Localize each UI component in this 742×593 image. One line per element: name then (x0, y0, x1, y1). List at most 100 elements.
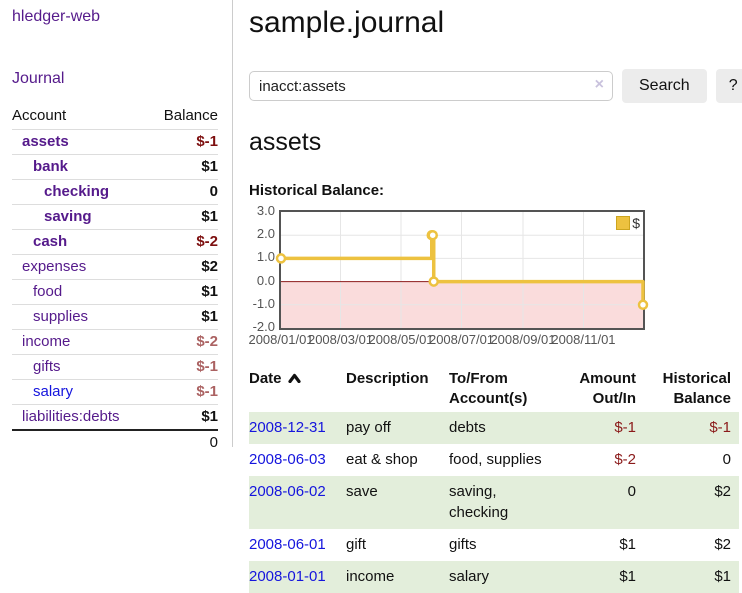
search-button[interactable]: Search (622, 69, 707, 103)
search-input[interactable] (249, 71, 613, 101)
data-point-marker (637, 299, 649, 311)
account-link[interactable]: checking (44, 183, 110, 200)
account-row: expenses $2 (12, 254, 218, 280)
transaction-amount: $-1 (614, 419, 636, 436)
data-point-marker (427, 229, 438, 241)
account-balance: $1 (201, 158, 218, 175)
transaction-date-link[interactable]: 2008-06-02 (249, 482, 326, 500)
account-row: supplies $1 (12, 304, 218, 330)
transaction-date-link[interactable]: 2008-06-03 (249, 450, 326, 468)
account-balance: $1 (201, 408, 218, 425)
transaction-accounts: debts (449, 419, 486, 436)
transaction-amount: $-2 (614, 450, 636, 468)
transaction-date-link[interactable]: 2008-12-31 (249, 419, 326, 436)
x-axis-tick-label: 2008/11/01 (551, 332, 616, 347)
y-axis-tick-label: 0.0 (256, 272, 275, 288)
sidebar-item-journal[interactable]: Journal (12, 70, 65, 87)
accounts-total-row: 0 (12, 429, 218, 455)
account-balance: $2 (201, 258, 218, 275)
transaction-description: save (346, 482, 378, 500)
account-row: gifts $-1 (12, 354, 218, 380)
account-link[interactable]: assets (22, 133, 69, 150)
transaction-accounts: salary (449, 567, 490, 585)
transaction-balance: $-1 (709, 419, 731, 436)
account-link[interactable]: expenses (22, 258, 87, 275)
x-axis-tick-label: 2008/03/01 (307, 332, 374, 347)
account-balance: $1 (201, 283, 218, 300)
transaction-description: income (346, 567, 395, 585)
transaction-balance: $1 (714, 567, 731, 585)
transaction-description: eat & shop (346, 450, 418, 468)
sort-ascending-icon (287, 373, 301, 384)
account-row: checking 0 (12, 179, 218, 205)
transaction-date-link[interactable]: 2008-01-01 (249, 567, 326, 585)
y-axis-tick-label: -2.0 (252, 319, 275, 334)
page-title: sample.journal (249, 6, 445, 39)
register-header-balance: Historical Balance (662, 370, 731, 407)
register-header-date[interactable]: Date (249, 367, 346, 412)
transaction-row: 2008-01-01 income salary $1 $1 (249, 560, 739, 593)
account-title: assets (249, 128, 322, 156)
account-row: assets $-1 (12, 129, 218, 155)
register-header-accounts: To/From Account(s) (449, 370, 528, 407)
register-header-amount: Amount Out/In (579, 370, 636, 407)
account-row: saving $1 (12, 204, 218, 230)
transaction-balance: 0 (722, 450, 731, 468)
accounts-table: Account Balance assets $-1 bank $1 checking 0… (12, 103, 218, 455)
transaction-balance: $2 (714, 482, 731, 500)
account-link[interactable]: supplies (33, 308, 89, 325)
transaction-amount: 0 (627, 482, 636, 500)
account-link[interactable]: salary (33, 383, 74, 400)
transaction-row: 2008-12-31 pay off debts $-1 $-1 (249, 412, 739, 444)
x-axis-tick-label: 2008/09/01 (490, 332, 556, 347)
account-balance: $-1 (196, 358, 218, 375)
accounts-header-account: Account (12, 107, 67, 124)
account-balance: 0 (209, 183, 218, 200)
account-link[interactable]: food (33, 283, 63, 300)
help-button[interactable]: ? (715, 69, 742, 103)
y-axis-tick-label: 2.0 (256, 226, 275, 242)
main-content: sample.journal × Search ? assets Histori… (233, 0, 742, 593)
y-axis-tick-label: 3.0 (256, 203, 275, 218)
x-axis-tick-label: 2008/07/01 (428, 332, 495, 347)
y-axis-tick-label: -1.0 (252, 295, 275, 311)
y-axis-tick-label: 1.0 (256, 249, 275, 265)
account-link[interactable]: liabilities:debts (22, 408, 120, 425)
data-point-marker (275, 253, 287, 264)
x-axis-tick-label: 2008/05/01 (368, 332, 434, 347)
account-row: liabilities:debts $1 (12, 404, 218, 430)
historical-balance-chart: $ 3.0 2.0 1.0 0.0 -1.0 -2.0 2008/01/01 2008/03/… (248, 203, 742, 350)
accounts-header-balance: Balance (163, 107, 218, 124)
account-link[interactable]: saving (44, 208, 92, 225)
transaction-amount: $1 (619, 567, 636, 585)
register-table: Date Description To/From Account(s) Amou… (249, 367, 739, 593)
transaction-date-link[interactable]: 2008-06-01 (249, 536, 326, 553)
transaction-balance: $2 (714, 536, 731, 553)
register-header-description: Description (346, 370, 429, 387)
account-row: food $1 (12, 279, 218, 305)
brand-link[interactable]: hledger-web (12, 8, 101, 25)
transaction-row: 2008-06-02 save saving, checking 0 $2 (249, 475, 739, 529)
x-axis-tick-label: 2008/01/01 (248, 332, 314, 347)
account-link[interactable]: gifts (33, 358, 61, 375)
account-row: cash $-2 (12, 229, 218, 255)
transaction-amount: $1 (619, 536, 636, 553)
transaction-accounts: saving, checking (449, 482, 509, 522)
account-link[interactable]: bank (33, 158, 69, 175)
account-balance: $1 (201, 308, 218, 325)
data-point-marker (428, 276, 439, 287)
account-balance: $-1 (196, 133, 218, 150)
account-link[interactable]: income (22, 333, 71, 350)
clear-search-icon[interactable]: × (594, 76, 604, 93)
account-row: income $-2 (12, 329, 218, 355)
account-balance: $-2 (196, 233, 218, 250)
series-label: $ (632, 215, 640, 231)
sidebar: hledger-web Journal Account Balance asse… (0, 0, 233, 455)
account-link[interactable]: cash (33, 233, 68, 250)
transaction-description: gift (346, 536, 367, 553)
transaction-accounts: food, supplies (449, 450, 542, 468)
account-balance: $-2 (196, 333, 218, 350)
chart-legend: $ (616, 215, 640, 231)
chart-label: Historical Balance: (249, 182, 385, 199)
